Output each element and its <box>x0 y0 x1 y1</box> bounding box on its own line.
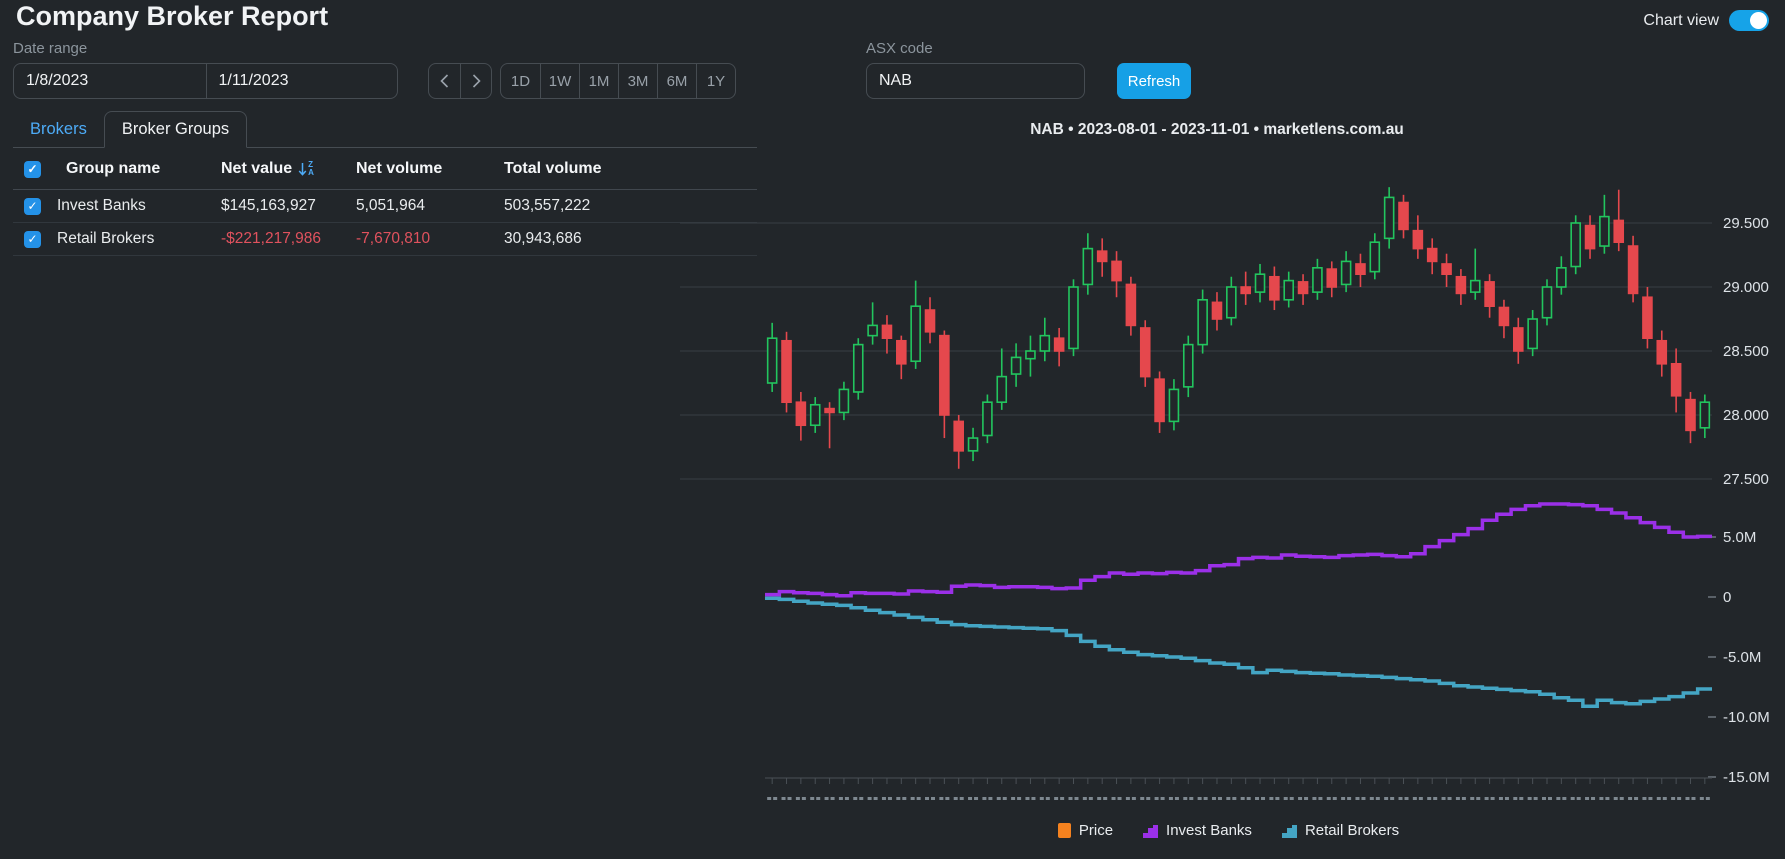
svg-text:27.500: 27.500 <box>1723 471 1769 488</box>
prev-period-button[interactable] <box>429 64 460 98</box>
asx-code-input[interactable]: NAB <box>866 63 1085 99</box>
svg-text:29.000: 29.000 <box>1723 279 1769 296</box>
legend-item-invest-banks: Invest Banks <box>1143 822 1252 839</box>
date-range-group: 1/8/2023 1/11/2023 <box>13 63 398 99</box>
date-range-label: Date range <box>13 40 88 57</box>
row-checkbox[interactable]: ✓ <box>24 230 41 248</box>
next-period-button[interactable] <box>460 64 491 98</box>
svg-text:-15.0M: -15.0M <box>1723 769 1770 786</box>
net-volume-cell: -7,670,810 <box>356 230 431 247</box>
net-volume-cell: 5,051,964 <box>356 197 425 214</box>
page-title: Company Broker Report <box>16 1 329 31</box>
period-3m-button[interactable]: 3M <box>618 64 657 98</box>
select-all-checkbox[interactable]: ✓ <box>24 160 41 178</box>
legend-item-retail-brokers: Retail Brokers <box>1281 822 1399 839</box>
total-volume-cell: 30,943,686 <box>504 230 582 247</box>
svg-text:-10.0M: -10.0M <box>1723 709 1770 726</box>
refresh-button[interactable]: Refresh <box>1117 63 1191 99</box>
table-row: ✓ Invest Banks $145,163,927 5,051,964 50… <box>13 190 757 223</box>
tab-broker-groups[interactable]: Broker Groups <box>103 111 248 148</box>
broker-tabs: Brokers Broker Groups <box>13 111 757 148</box>
chart-view-label: Chart view <box>1643 11 1719 29</box>
date-to-input[interactable]: 1/11/2023 <box>205 64 398 98</box>
asx-code-label: ASX code <box>866 40 933 57</box>
col-header-net-volume: Net volume <box>356 160 443 177</box>
tab-brokers[interactable]: Brokers <box>30 120 87 138</box>
period-preset-group: 1D 1W 1M 3M 6M 1Y <box>500 63 736 99</box>
date-nav-group <box>428 63 492 99</box>
group-name-cell: Retail Brokers <box>57 230 155 247</box>
svg-text:29.500: 29.500 <box>1723 215 1769 232</box>
step-line-icon <box>1143 824 1159 838</box>
chart-legend: Price Invest Banks Retail Brokers <box>672 822 1785 839</box>
toggle-knob-icon <box>1750 12 1767 29</box>
svg-text:5.0M: 5.0M <box>1723 529 1756 546</box>
svg-text:0: 0 <box>1723 589 1731 606</box>
row-checkbox[interactable]: ✓ <box>24 197 41 215</box>
chart-view-control: Chart view <box>1643 10 1769 31</box>
total-volume-cell: 503,557,222 <box>504 197 591 214</box>
col-header-group-name: Group name <box>66 160 161 177</box>
net-value-cell: -$221,217,986 <box>221 230 321 247</box>
group-name-cell: Invest Banks <box>57 197 146 214</box>
svg-text:28.500: 28.500 <box>1723 343 1769 360</box>
date-from-input[interactable]: 1/8/2023 <box>26 72 89 89</box>
period-1d-button[interactable]: 1D <box>510 72 531 90</box>
price-volume-chart: 29.500 29.000 28.500 28.000 27.500 5.0M 0 -5.0M… <box>680 187 1770 800</box>
svg-text:28.000: 28.000 <box>1723 407 1769 424</box>
svg-text:-5.0M: -5.0M <box>1723 649 1761 666</box>
period-1y-button[interactable]: 1Y <box>696 64 735 98</box>
chart-title: NAB • 2023-08-01 - 2023-11-01 • marketle… <box>1030 121 1404 138</box>
legend-item-price: Price <box>1057 822 1113 839</box>
net-value-cell: $145,163,927 <box>221 197 316 214</box>
period-6m-button[interactable]: 6M <box>657 64 696 98</box>
chevron-left-icon <box>440 74 449 88</box>
chevron-right-icon <box>472 74 481 88</box>
period-1w-button[interactable]: 1W <box>540 64 579 98</box>
step-line-icon <box>1281 824 1297 838</box>
table-row: ✓ Retail Brokers -$221,217,986 -7,670,81… <box>13 223 757 256</box>
chart-view-toggle[interactable] <box>1729 10 1769 31</box>
col-header-total-volume: Total volume <box>504 160 602 177</box>
price-swatch-icon <box>1057 823 1071 838</box>
period-1m-button[interactable]: 1M <box>579 64 618 98</box>
